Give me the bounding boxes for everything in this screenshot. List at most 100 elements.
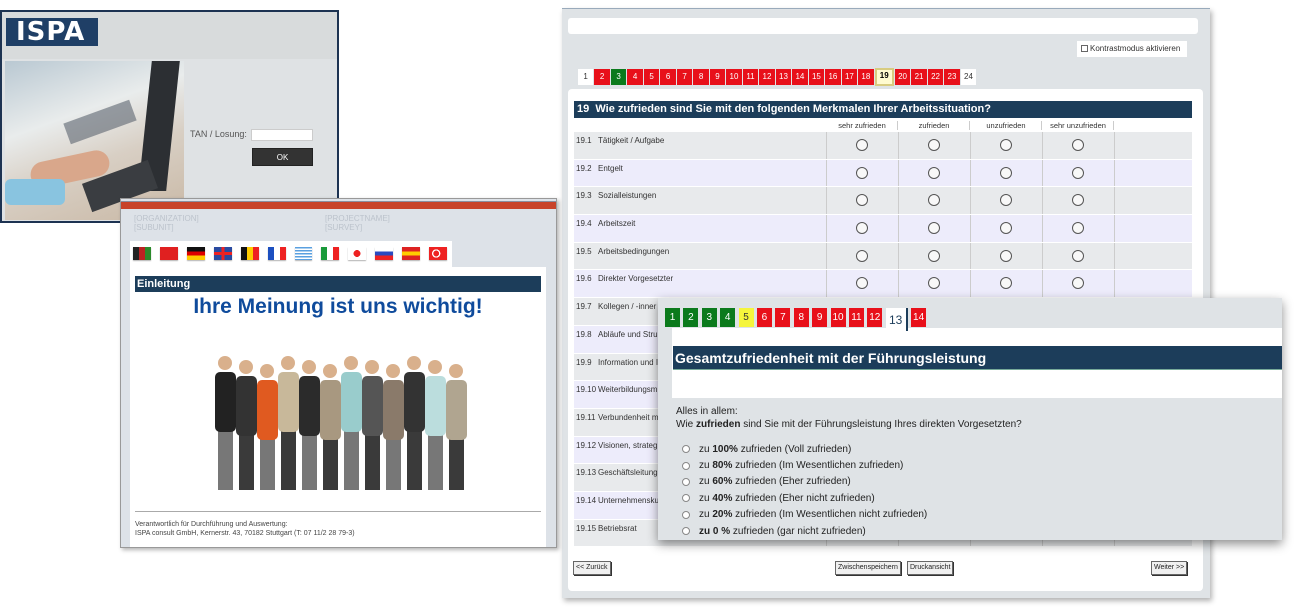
page-24-button[interactable]: 24 <box>960 69 977 85</box>
radio-button[interactable] <box>856 277 868 290</box>
radio-button[interactable] <box>1000 139 1012 151</box>
radio-button[interactable] <box>1000 249 1012 262</box>
radio-button[interactable] <box>1000 194 1012 207</box>
radio-button[interactable] <box>856 249 868 262</box>
page-13-button[interactable]: 13 <box>775 69 792 85</box>
radio-button[interactable] <box>856 222 868 235</box>
page-12-button[interactable]: 12 <box>759 69 775 85</box>
ok-button[interactable]: OK <box>252 148 313 166</box>
page-8-button[interactable]: 8 <box>793 308 809 327</box>
page-6-button[interactable]: 6 <box>660 69 676 85</box>
radio-button[interactable] <box>928 139 940 151</box>
flag-china-icon[interactable] <box>159 247 178 260</box>
answer-option[interactable]: zu 100% zufrieden (Voll zufrieden) <box>682 441 927 457</box>
radio-button[interactable] <box>1072 222 1084 235</box>
radio-button[interactable] <box>1000 166 1012 179</box>
option-percent: 60% <box>712 476 733 488</box>
save-button[interactable]: Zwischenspeichern <box>835 561 901 575</box>
page-7-button[interactable]: 7 <box>775 308 791 327</box>
tan-input[interactable] <box>251 129 313 141</box>
page-16-button[interactable]: 16 <box>825 69 841 85</box>
answer-option[interactable]: zu 60% zufrieden (Eher zufrieden) <box>682 474 927 490</box>
answer-option[interactable]: zu 20% zufrieden (Im Wesentlichen nicht … <box>682 507 927 523</box>
flag-italy-icon[interactable] <box>321 247 340 260</box>
page-15-button[interactable]: 15 <box>808 69 825 85</box>
page-2-button[interactable]: 2 <box>594 69 610 85</box>
row-label: 19.12 Visionen, strateg <box>576 441 657 450</box>
radio-button[interactable] <box>1000 277 1012 290</box>
flag-greece-icon[interactable] <box>294 247 313 260</box>
page-11-button[interactable]: 11 <box>848 308 864 327</box>
page-14-button[interactable]: 14 <box>911 308 927 327</box>
radio-button[interactable] <box>856 194 868 207</box>
radio-button[interactable] <box>1072 194 1084 207</box>
page-18-button[interactable]: 18 <box>858 69 874 85</box>
print-view-button[interactable]: Druckansicht <box>907 561 954 575</box>
radio-button[interactable] <box>1072 277 1084 290</box>
page-3-button[interactable]: 3 <box>610 69 627 85</box>
flag-germany-icon[interactable] <box>186 247 205 260</box>
radio-button[interactable] <box>1072 166 1084 179</box>
page-7-button[interactable]: 7 <box>676 69 693 85</box>
radio-button[interactable] <box>682 461 690 470</box>
flag-afghanistan-icon[interactable] <box>133 247 151 260</box>
radio-button[interactable] <box>682 477 690 486</box>
radio-button[interactable] <box>928 222 940 235</box>
option-pre: zu <box>699 476 713 488</box>
radio-button[interactable] <box>682 510 690 519</box>
radio-button[interactable] <box>928 194 940 207</box>
page-20-button[interactable]: 20 <box>894 69 911 85</box>
flag-japan-icon[interactable] <box>348 247 367 260</box>
radio-button[interactable] <box>928 277 940 290</box>
page-10-button[interactable]: 10 <box>726 69 742 85</box>
answer-option[interactable]: zu 0 % zufrieden (gar nicht zufrieden) <box>682 523 927 539</box>
page-8-button[interactable]: 8 <box>693 69 709 85</box>
page-23-button[interactable]: 23 <box>944 69 960 85</box>
login-window: ISPA TAN / Losung: OK <box>0 10 339 223</box>
radio-button[interactable] <box>682 445 690 454</box>
page-19-button[interactable]: 19 <box>874 68 894 86</box>
page-5-button[interactable]: 5 <box>738 308 754 327</box>
page-2-button[interactable]: 2 <box>683 308 699 327</box>
flag-france-icon[interactable] <box>267 247 286 260</box>
flag-russia-icon[interactable] <box>375 247 394 260</box>
page-14-button[interactable]: 14 <box>792 69 808 85</box>
radio-button[interactable] <box>928 166 940 179</box>
page-10-button[interactable]: 10 <box>830 308 846 327</box>
radio-button[interactable] <box>856 139 868 151</box>
radio-button[interactable] <box>1000 222 1012 235</box>
next-button[interactable]: Weiter >> <box>1151 561 1188 575</box>
page-6-button[interactable]: 6 <box>756 308 772 327</box>
page-1-button[interactable]: 1 <box>578 69 594 85</box>
flag-spain-icon[interactable] <box>402 247 421 260</box>
flag-united-kingdom-icon[interactable] <box>213 247 232 260</box>
radio-button[interactable] <box>856 166 868 179</box>
page-9-button[interactable]: 9 <box>812 308 828 327</box>
page-13-button[interactable]: 13 <box>885 308 908 331</box>
checkbox-icon[interactable] <box>1081 45 1088 52</box>
page-11-button[interactable]: 11 <box>742 69 759 85</box>
matrix-row: 19.5 Arbeitsbedingungen <box>574 242 1192 271</box>
radio-button[interactable] <box>1072 139 1084 151</box>
answer-option[interactable]: zu 40% zufrieden (Eher nicht zufrieden) <box>682 490 927 506</box>
back-button[interactable]: << Zurück <box>573 561 611 575</box>
radio-button[interactable] <box>1072 249 1084 262</box>
page-17-button[interactable]: 17 <box>841 69 858 85</box>
contrast-mode-toggle[interactable]: Kontrastmodus aktivieren <box>1077 41 1187 57</box>
flag-turkey-icon[interactable] <box>429 247 448 260</box>
radio-button[interactable] <box>928 249 940 262</box>
flag-belgium-icon[interactable] <box>240 247 259 260</box>
page-4-button[interactable]: 4 <box>720 308 736 327</box>
page-21-button[interactable]: 21 <box>911 69 927 85</box>
page-5-button[interactable]: 5 <box>643 69 660 85</box>
answer-option[interactable]: zu 80% zufrieden (Im Wesentlichen zufrie… <box>682 457 927 473</box>
page-12-button[interactable]: 12 <box>867 308 883 327</box>
page-4-button[interactable]: 4 <box>627 69 643 85</box>
radio-button[interactable] <box>682 494 690 503</box>
page-3-button[interactable]: 3 <box>701 308 717 327</box>
page-22-button[interactable]: 22 <box>927 69 944 85</box>
page-1-button[interactable]: 1 <box>665 308 680 327</box>
page-9-button[interactable]: 9 <box>709 69 726 85</box>
radio-button[interactable] <box>682 527 690 536</box>
column-divider <box>1114 270 1115 298</box>
